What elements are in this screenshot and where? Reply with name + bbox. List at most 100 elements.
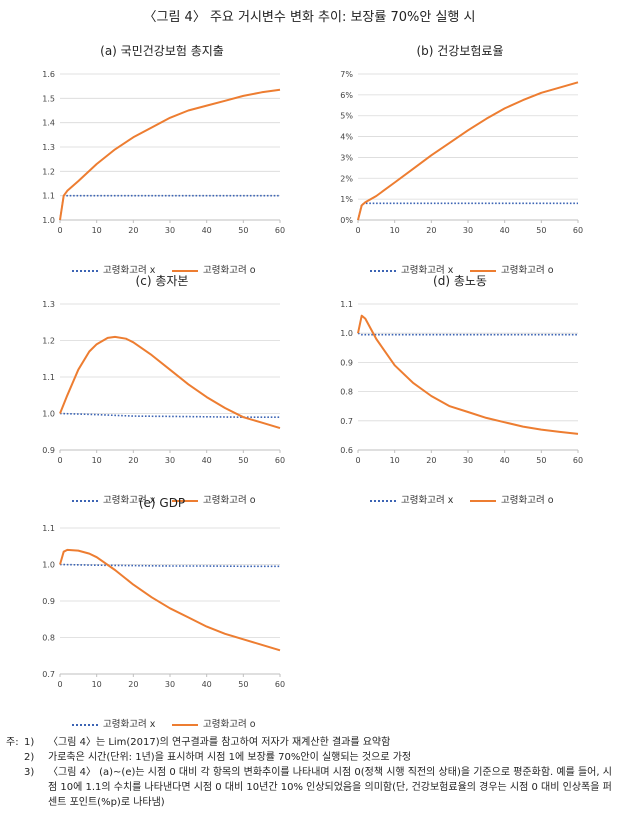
figure-title: 〈그림 4〉 주요 거시변수 변화 추이: 보장률 70%안 실행 시 — [143, 10, 476, 25]
x-tick-label: 40 — [500, 456, 510, 465]
legend-swatch-dotted — [72, 499, 98, 502]
y-tick-label: 1% — [340, 195, 353, 204]
legend: 고령화고려 x 고령화고려 o — [330, 492, 590, 508]
y-tick-label: 1.1 — [340, 300, 353, 309]
legend-swatch-solid — [172, 269, 198, 272]
series-line-solid — [357, 314, 579, 435]
y-tick-label: 0.9 — [42, 597, 55, 606]
series-line-dotted — [59, 412, 280, 418]
x-tick-label: 20 — [128, 456, 138, 465]
legend-item-solid: 고령화고려 o — [470, 262, 554, 276]
x-tick-label: 30 — [165, 680, 175, 689]
x-tick-label: 40 — [202, 226, 212, 235]
legend-item-dotted: 고령화고려 x — [72, 262, 155, 276]
x-tick-label: 10 — [92, 456, 102, 465]
legend-label: 고령화고려 x — [103, 495, 156, 506]
series-line-dotted — [59, 563, 280, 568]
y-tick-label: 0.7 — [42, 670, 55, 679]
footnote-text: 〈그림 4〉 (a)~(e)는 시점 0 대비 각 항목의 변화추이를 나타내며… — [48, 767, 612, 808]
chart-svg: 0% 1% 2% 3% 4% 5% 6% 7% 0 10 20 30 40 50 60 — [340, 70, 583, 235]
legend-item-solid: 고령화고려 o — [172, 716, 256, 730]
legend-label: 고령화고려 o — [501, 495, 554, 506]
y-tick-label: 0% — [340, 216, 353, 225]
x-tick-label: 30 — [165, 456, 175, 465]
series-line-dotted — [357, 332, 578, 336]
panel-c: (c) 총자본 0.9 1.0 1.1 1.2 1.3 0 10 20 30 40 50 60 고령화… — [32, 272, 292, 512]
legend-swatch-solid — [470, 499, 496, 502]
x-tick-label: 60 — [573, 456, 583, 465]
panel-b: (b) 건강보험료율 0% 1% 2% 3% 4% 5% 6% 7% 0 10 20 30 40 50 60… — [330, 42, 590, 282]
footnote-number: 2) — [24, 752, 35, 763]
legend: 고령화고려 x 고령화고려 o — [330, 262, 590, 278]
legend-item-dotted: 고령화고려 x — [370, 262, 453, 276]
y-tick-label: 1.3 — [42, 143, 55, 152]
footnote: 3) 〈그림 4〉 (a)~(e)는 시점 0 대비 각 항목의 변화추이를 나… — [6, 765, 614, 810]
x-tick-label: 60 — [573, 226, 583, 235]
y-tick-label: 1.5 — [42, 94, 55, 103]
x-tick-label: 50 — [238, 680, 248, 689]
legend-swatch-dotted — [370, 269, 396, 272]
legend-item-dotted: 고령화고려 x — [370, 492, 453, 506]
x-tick-label: 50 — [536, 226, 546, 235]
x-tick-label: 60 — [275, 680, 285, 689]
legend: 고령화고려 x 고령화고려 o — [32, 262, 292, 278]
x-tick-label: 50 — [238, 226, 248, 235]
panel-title: (c) 총자본 — [135, 274, 189, 288]
legend-label: 고령화고려 o — [203, 719, 256, 730]
y-tick-label: 1.0 — [42, 410, 55, 419]
legend-swatch-dotted — [72, 269, 98, 272]
footnote-text: 가로축은 시간(단위: 1년)을 표시하며 시점 1에 보장률 70%안이 실행… — [48, 752, 412, 763]
footnote: 주: 1) 〈그림 4〉는 Lim(2017)의 연구결과를 참고하여 저자가 … — [6, 735, 614, 750]
legend-label: 고령화고려 x — [401, 495, 454, 506]
x-tick-label: 20 — [426, 456, 436, 465]
y-tick-label: 4% — [340, 133, 353, 142]
footnote-text: 〈그림 4〉는 Lim(2017)의 연구결과를 참고하여 저자가 재계산한 결… — [48, 737, 391, 748]
x-tick-label: 10 — [390, 226, 400, 235]
series-line-solid — [59, 335, 281, 430]
x-tick-label: 0 — [57, 456, 62, 465]
footnotes: 주: 1) 〈그림 4〉는 Lim(2017)의 연구결과를 참고하여 저자가 … — [6, 735, 614, 810]
x-tick-label: 0 — [57, 680, 62, 689]
x-tick-label: 40 — [202, 456, 212, 465]
panel-title: (d) 총노동 — [433, 274, 487, 288]
y-tick-label: 7% — [340, 70, 353, 79]
legend-swatch-solid — [172, 723, 198, 726]
x-tick-label: 30 — [463, 456, 473, 465]
y-tick-label: 0.9 — [42, 446, 55, 455]
legend-item-solid: 고령화고려 o — [172, 492, 256, 506]
y-tick-label: 0.8 — [42, 634, 55, 643]
x-tick-label: 20 — [128, 680, 138, 689]
x-tick-label: 30 — [463, 226, 473, 235]
chart-svg: 1.0 1.1 1.2 1.3 1.4 1.5 1.6 0 10 20 30 40 50 60 — [42, 70, 285, 235]
panel-title: (b) 건강보험료율 — [416, 44, 504, 58]
y-tick-label: 1.4 — [42, 119, 55, 128]
y-tick-label: 1.1 — [42, 192, 55, 201]
x-tick-label: 60 — [275, 226, 285, 235]
series-line-solid — [59, 88, 281, 221]
legend-swatch-dotted — [370, 499, 396, 502]
y-tick-label: 0.9 — [340, 358, 353, 367]
x-tick-label: 20 — [426, 226, 436, 235]
y-tick-label: 0.7 — [340, 417, 353, 426]
x-tick-label: 50 — [238, 456, 248, 465]
chart-svg: 0.7 0.8 0.9 1.0 1.1 0 10 20 30 40 50 60 — [42, 524, 285, 689]
x-tick-label: 0 — [57, 226, 62, 235]
chart-svg: 0.9 1.0 1.1 1.2 1.3 0 10 20 30 40 50 60 — [42, 300, 285, 465]
x-tick-label: 0 — [355, 226, 360, 235]
legend-label: 고령화고려 x — [401, 265, 454, 276]
footnote-number: 1) — [24, 737, 35, 748]
footnote-prefix: 주: — [6, 737, 19, 748]
series-line-solid — [357, 81, 579, 221]
y-tick-label: 1.2 — [42, 167, 55, 176]
y-tick-label: 0.8 — [340, 388, 353, 397]
legend-label: 고령화고려 x — [103, 265, 156, 276]
y-tick-label: 1.1 — [42, 524, 55, 533]
y-tick-label: 2% — [340, 174, 353, 183]
panel-title: (e) GDP — [138, 496, 186, 510]
x-tick-label: 10 — [92, 226, 102, 235]
legend-item-dotted: 고령화고려 x — [72, 492, 155, 506]
series-line-dotted — [357, 202, 578, 221]
y-tick-label: 1.6 — [42, 70, 55, 79]
y-tick-label: 6% — [340, 91, 353, 100]
x-tick-label: 0 — [355, 456, 360, 465]
